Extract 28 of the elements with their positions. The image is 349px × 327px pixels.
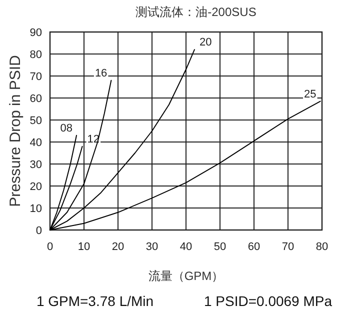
text: 1 GPM=3.78 L/Min <box>36 293 154 309</box>
y-tick-label: 70 <box>30 71 42 83</box>
y-tick-label: 80 <box>30 49 42 61</box>
x-tick-label: 10 <box>78 241 90 253</box>
y-axis-title: Pressure Drop in PSID <box>7 54 24 207</box>
chart-title: 测试流体：油-200SUS <box>136 5 256 19</box>
x-tick-label: 50 <box>214 241 226 253</box>
y-tick-label: 20 <box>30 181 42 193</box>
series-label: 20 <box>198 36 213 49</box>
series-label: 25 <box>303 88 318 100</box>
y-tick-label: 30 <box>30 159 42 171</box>
x-tick-label: 70 <box>282 241 294 253</box>
x-tick-label: 80 <box>316 241 328 253</box>
x-axis-title: 流量（GPM） <box>148 269 224 283</box>
y-tick-label: 10 <box>30 203 42 215</box>
x-tick-label: 30 <box>146 241 158 253</box>
y-tick-label: 0 <box>36 225 42 237</box>
series-label: 16 <box>94 67 108 80</box>
x-tick-label: 60 <box>248 241 260 253</box>
x-tick-label: 20 <box>112 241 124 253</box>
y-tick-label: 90 <box>30 27 42 39</box>
text: 1 PSID=0.0069 MPa <box>204 293 332 309</box>
x-tick-label: 0 <box>46 241 54 253</box>
y-tick-label: 40 <box>30 137 42 149</box>
x-tick-label: 40 <box>180 241 192 253</box>
y-tick-label: 60 <box>30 93 42 105</box>
series-label: 08 <box>59 122 74 134</box>
y-tick-label: 50 <box>30 115 42 127</box>
